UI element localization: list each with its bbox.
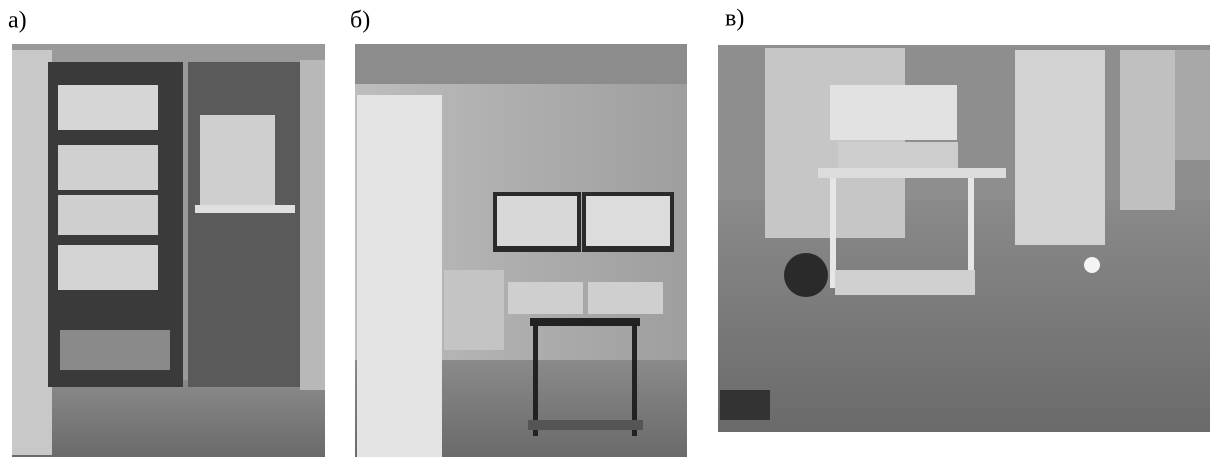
panel-label: а)	[8, 8, 27, 34]
photo-cabinets	[12, 44, 325, 457]
photo-test-setup	[718, 45, 1210, 432]
photo-workstation	[355, 44, 687, 457]
panel-label: в)	[725, 6, 744, 32]
panel-label: б)	[350, 8, 370, 34]
figure: а) б) в)	[0, 0, 1210, 459]
